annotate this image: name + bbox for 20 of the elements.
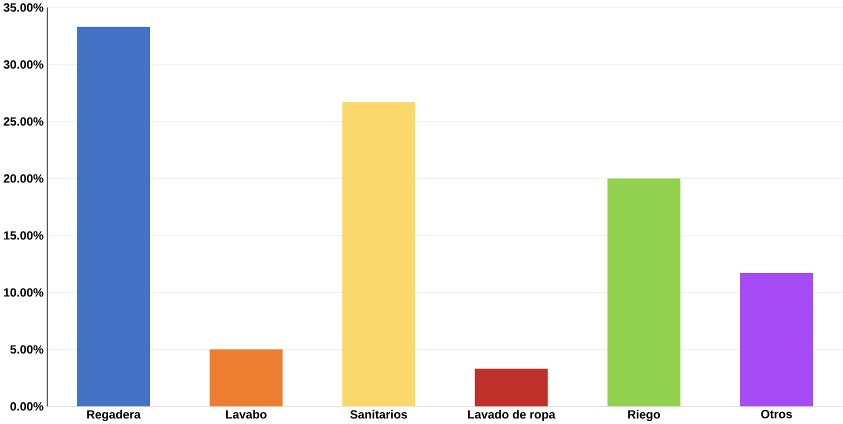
x-tick-label: Otros — [761, 410, 792, 418]
x-tick-label: Lavabo — [226, 410, 267, 418]
y-tick-label: 5.00% — [10, 345, 44, 354]
y-tick-label: 15.00% — [4, 231, 44, 240]
x-tick-label: Sanitarios — [350, 410, 408, 418]
x-tick-label: Regadera — [87, 410, 141, 421]
bar — [210, 349, 283, 406]
bar — [607, 178, 680, 406]
y-tick-label: 10.00% — [4, 288, 44, 296]
bar — [342, 102, 416, 406]
bar — [740, 272, 813, 406]
y-tick-label: 35.00% — [4, 3, 44, 12]
x-tick-label: Lavado de ropa — [468, 410, 556, 421]
bar — [77, 26, 150, 406]
x-tick-label: Riego — [628, 410, 660, 421]
y-tick-label: 20.00% — [4, 174, 44, 182]
y-tick-label: 30.00% — [4, 60, 44, 69]
y-tick-label: 25.00% — [4, 117, 44, 126]
bar — [474, 368, 548, 406]
y-tick-label: 0.00% — [10, 402, 44, 410]
